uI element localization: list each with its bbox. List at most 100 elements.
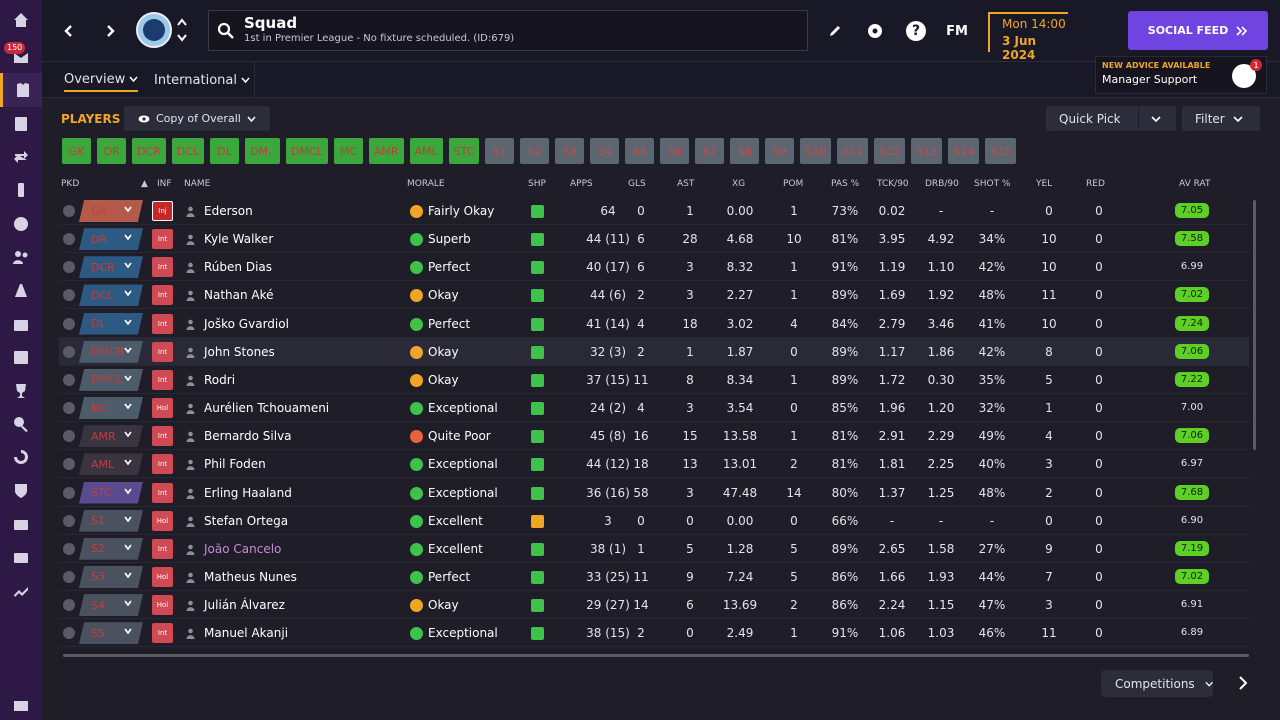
col-morale[interactable]: MORALE: [407, 179, 445, 189]
col-drb[interactable]: DRB/90: [925, 179, 959, 189]
position-selector[interactable]: DCR: [79, 256, 143, 279]
sidebar-item-trend[interactable]: [0, 574, 42, 607]
col-name[interactable]: NAME: [184, 179, 211, 189]
position-filter-s4[interactable]: S4: [590, 138, 620, 164]
col-pkd[interactable]: PKD: [61, 179, 80, 189]
position-selector[interactable]: STC: [79, 481, 143, 504]
sidebar-item-calendar[interactable]: [0, 341, 42, 374]
info-badge[interactable]: Hol: [152, 398, 173, 419]
position-selector[interactable]: S1: [79, 509, 143, 532]
sidebar-item-finance[interactable]: [0, 541, 42, 574]
position-filter-dmcl[interactable]: DMCL: [286, 138, 328, 164]
col-xg[interactable]: XG: [732, 179, 746, 189]
pick-checkbox[interactable]: [63, 205, 75, 217]
help-button[interactable]: ?: [905, 20, 927, 42]
position-selector[interactable]: MC: [79, 397, 143, 420]
table-row[interactable]: DMCR Int John Stones Okay 32 (3) 2 1 1.87 0 89% 1.…: [59, 337, 1249, 366]
info-badge[interactable]: Hol: [152, 595, 173, 616]
info-badge[interactable]: Int: [152, 285, 173, 306]
position-filter-dm[interactable]: DM..: [245, 138, 281, 164]
manager-support-advice[interactable]: NEW ADVICE AVAILABLE Manager Support 1: [1095, 56, 1267, 94]
position-filter-stc[interactable]: STC: [448, 138, 480, 164]
position-filter-aml[interactable]: AML: [409, 138, 443, 164]
competitions-selector[interactable]: Competitions: [1101, 670, 1213, 697]
player-name[interactable]: Stefan Ortega: [204, 513, 289, 528]
position-filter-s13[interactable]: S13: [911, 138, 943, 164]
sidebar-item-medical[interactable]: [0, 307, 42, 340]
info-badge[interactable]: Hol: [152, 566, 173, 587]
position-selector[interactable]: S2: [79, 537, 143, 560]
player-name[interactable]: Erling Haaland: [204, 485, 292, 500]
info-badge[interactable]: Int: [152, 229, 173, 250]
assistant-button[interactable]: [864, 20, 886, 42]
pick-checkbox[interactable]: [63, 514, 75, 527]
position-selector[interactable]: AML: [79, 453, 143, 476]
info-badge[interactable]: Int: [152, 538, 173, 559]
pick-checkbox[interactable]: [63, 373, 75, 386]
info-badge[interactable]: Inj: [152, 201, 173, 221]
position-filter-s11[interactable]: S11: [837, 138, 869, 164]
pick-checkbox[interactable]: [63, 486, 75, 499]
horizontal-scrollbar[interactable]: [63, 654, 1249, 657]
table-row[interactable]: S3 Hol Matheus Nunes Perfect 33 (25) 11 9 7.24 5…: [59, 563, 1249, 591]
info-badge[interactable]: Int: [152, 454, 173, 475]
table-row[interactable]: S2 Int João Cancelo Excellent 38 (1) 1 5 1.28 5 8…: [59, 535, 1249, 563]
col-pas[interactable]: PAS %: [831, 179, 860, 189]
position-filter-s15[interactable]: S15: [985, 138, 1017, 164]
pick-checkbox[interactable]: [63, 542, 75, 555]
player-name[interactable]: Ederson: [204, 204, 253, 218]
chevron-down-icon[interactable]: [1151, 115, 1161, 122]
position-filter-dcl[interactable]: DCL: [171, 138, 205, 164]
info-badge[interactable]: Int: [152, 623, 173, 644]
sidebar-item-briefcase[interactable]: [0, 507, 42, 540]
table-row[interactable]: STC Int Erling Haaland Exceptional 36 (16) 58…: [59, 479, 1249, 507]
table-row[interactable]: DCL Int Nathan Aké Okay 44 (6) 2 3 2.27 1 89% 1.69…: [59, 281, 1249, 310]
sidebar-item-ball[interactable]: [0, 207, 42, 240]
player-name[interactable]: Matheus Nunes: [204, 569, 297, 584]
table-row[interactable]: DMCL Int Rodri Okay 37 (15) 11 8 8.34 1 89% 1.72 0.…: [59, 366, 1249, 394]
position-selector[interactable]: GK: [79, 200, 143, 222]
sort-arrow-icon[interactable]: ▲: [141, 179, 148, 189]
sidebar-item-trophy[interactable]: [0, 374, 42, 407]
edit-button[interactable]: [824, 20, 846, 42]
table-row[interactable]: S4 Hol Julián Álvarez Okay 29 (27) 14 6 13.69 2 8…: [59, 591, 1249, 620]
sidebar-item-inbox[interactable]: 150: [0, 40, 42, 73]
pick-checkbox[interactable]: [63, 599, 75, 612]
col-tck[interactable]: TCK/90: [877, 179, 909, 189]
game-menu-icon[interactable]: [13, 700, 29, 712]
position-filter-s8[interactable]: S8: [730, 138, 760, 164]
col-ast[interactable]: AST: [677, 179, 695, 189]
pick-checkbox[interactable]: [63, 233, 75, 246]
forward-button[interactable]: [99, 18, 121, 44]
sidebar-item-dynamics[interactable]: [0, 174, 42, 207]
info-badge[interactable]: Int: [152, 341, 173, 362]
table-row[interactable]: AML Int Phil Foden Exceptional 44 (12) 18 13 13…: [59, 450, 1249, 479]
fm-menu-button[interactable]: FM: [946, 20, 968, 42]
player-name[interactable]: Aurélien Tchouameni: [204, 401, 330, 416]
page-header-search[interactable]: Squad 1st in Premier League - No fixture…: [208, 10, 808, 51]
position-filter-s2[interactable]: S2: [520, 138, 550, 164]
position-selector[interactable]: S5: [79, 622, 143, 645]
pick-checkbox[interactable]: [63, 458, 75, 471]
pick-checkbox[interactable]: [63, 261, 75, 274]
player-name[interactable]: Rodri: [204, 372, 236, 387]
player-name[interactable]: John Stones: [204, 344, 275, 359]
position-filter-s6[interactable]: S6: [660, 138, 690, 164]
pick-checkbox[interactable]: [63, 345, 75, 358]
position-filter-dr[interactable]: DR: [97, 138, 126, 164]
position-selector[interactable]: DMCR: [79, 340, 143, 363]
position-filter-gk[interactable]: GK: [62, 138, 91, 164]
sidebar-item-training[interactable]: [0, 274, 42, 307]
back-button[interactable]: [58, 18, 80, 44]
player-name[interactable]: Julián Álvarez: [204, 598, 285, 613]
player-name[interactable]: Nathan Aké: [204, 288, 274, 303]
quick-pick-button[interactable]: Quick Pick: [1046, 106, 1176, 131]
player-name[interactable]: Kyle Walker: [204, 232, 274, 247]
sidebar-item-staff[interactable]: [0, 240, 42, 273]
chevron-right-icon[interactable]: [1235, 674, 1251, 692]
player-name[interactable]: Joško Gvardiol: [204, 316, 289, 331]
position-filter-s14[interactable]: S14: [948, 138, 980, 164]
col-gls[interactable]: GLS: [628, 179, 646, 189]
position-selector[interactable]: DL: [79, 312, 143, 335]
position-filter-s12[interactable]: S12: [874, 138, 906, 164]
